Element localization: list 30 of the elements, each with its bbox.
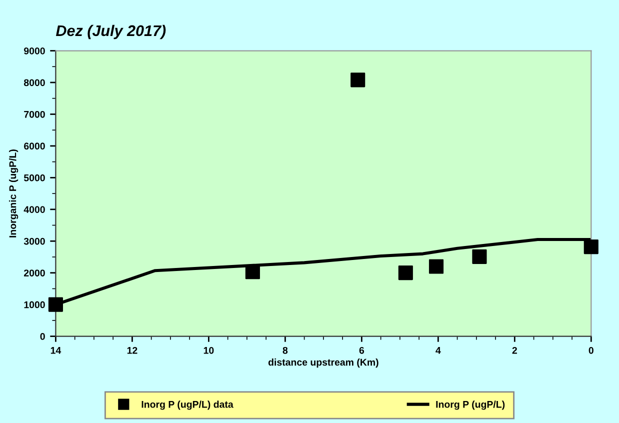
x-tick-label: 4: [436, 347, 441, 354]
point: [428, 259, 444, 274]
chart-title: Dez (July 2017): [56, 24, 166, 40]
x-tick-label: 2: [512, 346, 517, 354]
x-axis-title: distance upstream (Km): [268, 358, 378, 368]
x-tick-label: 10: [204, 346, 214, 354]
y-tick-label: 2000: [24, 270, 45, 276]
point: [350, 72, 366, 88]
y-tick-label: 1000: [24, 301, 45, 308]
y-axis-title: Inorganic P (ugP/L): [9, 150, 18, 238]
point: [584, 240, 598, 254]
point: [472, 249, 487, 264]
point: [398, 266, 413, 280]
y-tick-label: 8000: [24, 79, 45, 86]
y-tick-label: 9000: [24, 47, 45, 54]
legend-label: Inorg P (ugP/L): [436, 400, 505, 410]
y-tick-label: 0: [40, 333, 45, 340]
x-tick-label: 14: [50, 347, 62, 354]
y-tick-label: 3000: [24, 238, 45, 245]
y-tick-label: 6000: [24, 142, 45, 150]
y-tick-label: 4000: [24, 206, 45, 214]
x-tick-label: 0: [588, 346, 594, 354]
x-tick-label: 6: [359, 346, 364, 354]
x-tick-label: 12: [127, 346, 138, 354]
y-tick-label: 7000: [24, 110, 45, 118]
point: [245, 264, 260, 280]
point: [48, 297, 63, 312]
y-tick-label: 5000: [24, 174, 45, 182]
x-tick-label: 8: [282, 346, 288, 354]
legend-label: Inorg P (ugP/L) data: [142, 400, 234, 410]
